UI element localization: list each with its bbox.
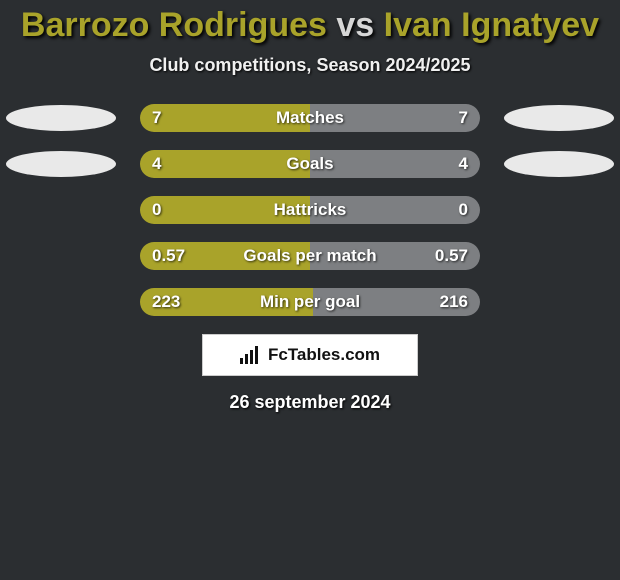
stat-row: Matches77 <box>0 104 620 132</box>
title-player2: Ivan Ignatyev <box>384 6 599 44</box>
player1-marker <box>6 105 116 131</box>
stat-row: Hattricks00 <box>0 196 620 224</box>
stat-value-left: 223 <box>152 288 180 316</box>
stat-bar-right <box>310 150 480 178</box>
stat-row: Goals per match0.570.57 <box>0 242 620 270</box>
stat-value-right: 4 <box>459 150 468 178</box>
stat-value-right: 7 <box>459 104 468 132</box>
stat-value-left: 0.57 <box>152 242 185 270</box>
branding-text: FcTables.com <box>268 345 380 365</box>
stat-value-left: 4 <box>152 150 161 178</box>
stat-bar-left <box>140 196 310 224</box>
bars-icon <box>240 346 262 364</box>
stat-bar <box>140 104 480 132</box>
stat-value-right: 216 <box>440 288 468 316</box>
comparison-infographic: Barrozo Rodrigues vs Ivan Ignatyev Club … <box>0 0 620 580</box>
stat-bar <box>140 196 480 224</box>
player1-marker <box>6 151 116 177</box>
stat-row: Goals44 <box>0 150 620 178</box>
player2-marker <box>504 105 614 131</box>
date-text: 26 september 2024 <box>0 392 620 413</box>
stat-value-left: 7 <box>152 104 161 132</box>
stat-row: Min per goal223216 <box>0 288 620 316</box>
stat-bar <box>140 150 480 178</box>
stat-value-right: 0.57 <box>435 242 468 270</box>
subtitle: Club competitions, Season 2024/2025 <box>0 55 620 76</box>
stat-bar-right <box>310 196 480 224</box>
stats-chart: Matches77Goals44Hattricks00Goals per mat… <box>0 104 620 316</box>
title-player1: Barrozo Rodrigues <box>21 6 327 44</box>
stat-value-right: 0 <box>459 196 468 224</box>
stat-bar-right <box>310 104 480 132</box>
stat-bar <box>140 242 480 270</box>
page-title: Barrozo Rodrigues vs Ivan Ignatyev <box>0 0 620 45</box>
stat-bar-left <box>140 104 310 132</box>
branding-box: FcTables.com <box>202 334 418 376</box>
player2-marker <box>504 151 614 177</box>
stat-value-left: 0 <box>152 196 161 224</box>
stat-bar <box>140 288 480 316</box>
stat-bar-left <box>140 150 310 178</box>
title-vs: vs <box>336 6 374 44</box>
